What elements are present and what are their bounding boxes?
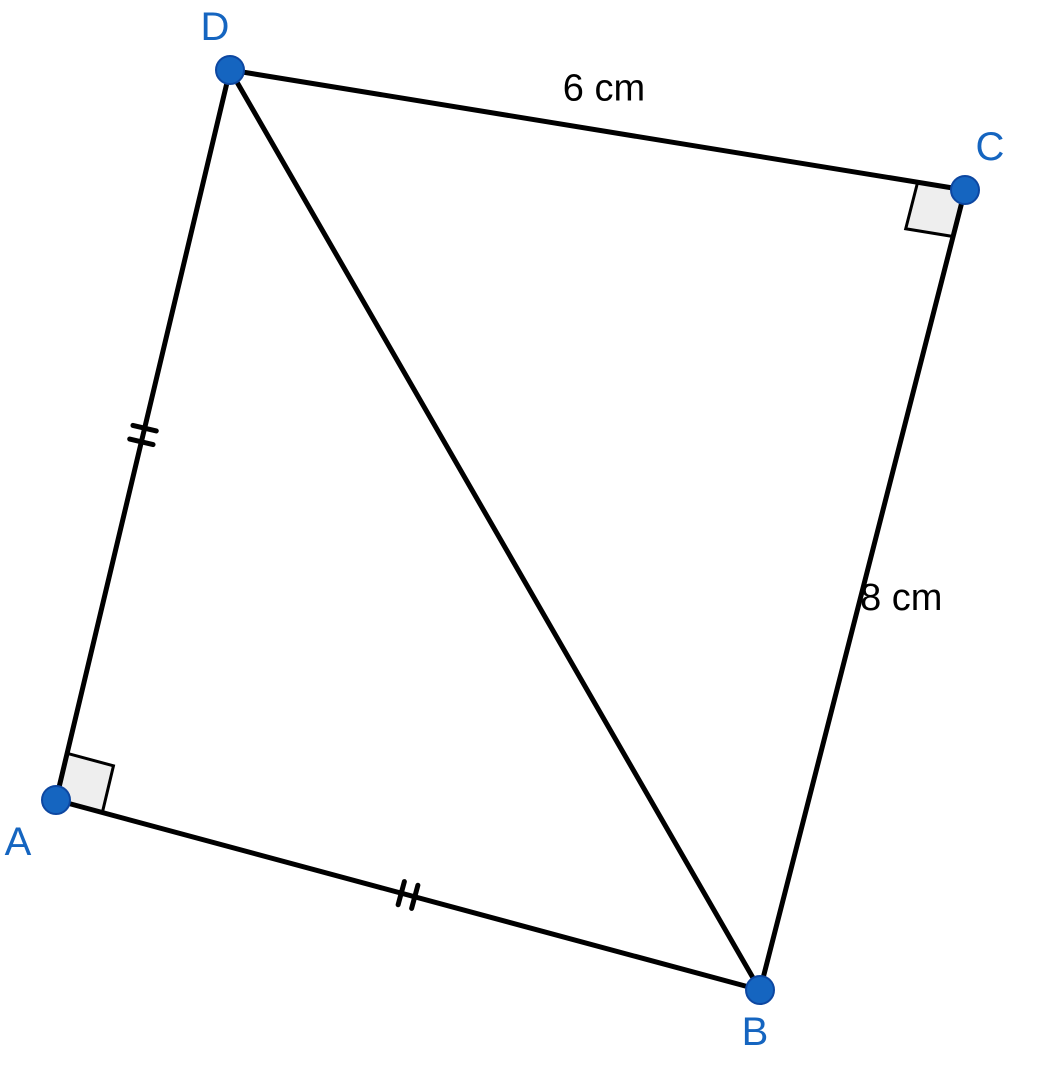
vertex-label-B: B [742,1010,769,1054]
vertex-label-C: C [976,125,1005,169]
edge-label-BC: 8 cm [860,577,942,619]
edge-label-CD: 6 cm [563,68,645,110]
vertex-C [951,176,979,204]
vertex-label-A: A [5,820,32,864]
vertex-D [216,56,244,84]
vertex-A [42,786,70,814]
vertex-label-D: D [201,5,230,49]
vertex-B [746,976,774,1004]
canvas-bg [0,0,1060,1087]
